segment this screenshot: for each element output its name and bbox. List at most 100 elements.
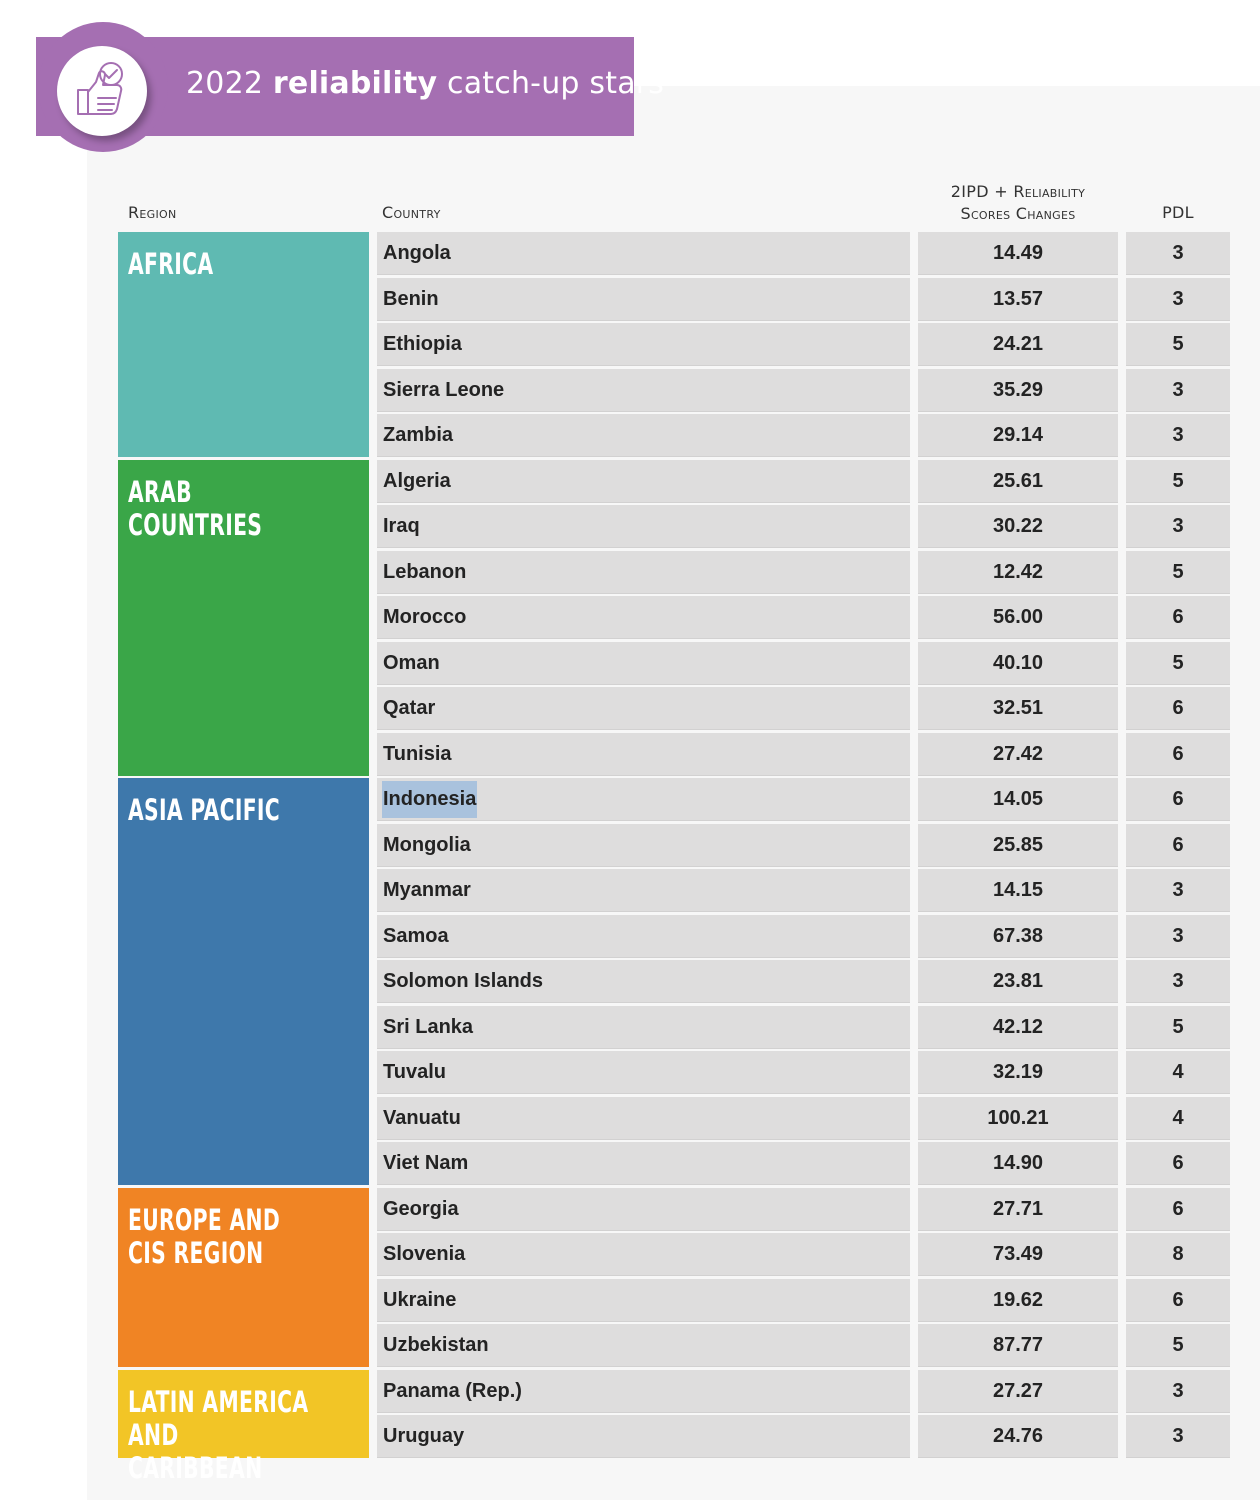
country-name: Georgia: [383, 1197, 459, 1220]
score-change-cell: 100.21: [918, 1096, 1118, 1140]
country-name: Zambia: [383, 424, 454, 446]
table-row: Myanmar 14.15 3: [0, 869, 1260, 912]
country-cell: Uruguay: [377, 1415, 910, 1458]
table-row: Angola 14.49 3: [0, 232, 1260, 275]
country-cell: Georgia: [377, 1187, 910, 1231]
country-cell: Algeria: [377, 459, 910, 503]
region-label: EUROPE AND CIS REGION: [128, 1202, 281, 1270]
pdl-cell: 6: [1126, 823, 1230, 867]
score-change-cell: 27.71: [918, 1187, 1118, 1231]
score-change-cell: 14.05: [918, 778, 1118, 821]
column-header-country: Country: [382, 203, 441, 222]
table-row: Iraq 30.22 3: [0, 505, 1260, 548]
region-label: LATIN AMERICA AND CARIBBEAN: [128, 1384, 309, 1485]
score-change-cell: 25.85: [918, 823, 1118, 867]
score-change-cell: 35.29: [918, 368, 1118, 412]
country-cell: Mongolia: [377, 823, 910, 867]
pdl-cell: 3: [1126, 1415, 1230, 1458]
score-change-cell: 23.81: [918, 960, 1118, 1003]
column-header-region: Region: [128, 203, 177, 222]
pdl-cell: 6: [1126, 1187, 1230, 1231]
country-cell: Ethiopia: [377, 323, 910, 366]
table-row: Uruguay 24.76 3: [0, 1415, 1260, 1458]
region-label: AFRICA: [128, 247, 214, 281]
pdl-cell: 5: [1126, 323, 1230, 366]
score-change-cell: 40.10: [918, 641, 1118, 685]
pdl-cell: 3: [1126, 869, 1230, 912]
score-change-cell: 67.38: [918, 914, 1118, 958]
country-name: Uzbekistan: [383, 1334, 489, 1356]
score-header-line-2: Scores Changes: [960, 204, 1076, 223]
pdl-cell: 3: [1126, 960, 1230, 1003]
country-name: Iraq: [383, 515, 420, 537]
pdl-cell: 3: [1126, 1369, 1230, 1413]
region-block: AFRICA: [118, 232, 369, 458]
table-row: Morocco 56.00 6: [0, 596, 1260, 639]
country-name: Angola: [383, 242, 451, 264]
table-row: Zambia 29.14 3: [0, 414, 1260, 457]
column-header-pdl: PDL: [1162, 203, 1194, 222]
country-cell: Sri Lanka: [377, 1005, 910, 1049]
country-name: Sierra Leone: [383, 378, 505, 401]
pdl-cell: 6: [1126, 1142, 1230, 1185]
country-cell: Panama (Rep.): [377, 1369, 910, 1413]
country-name: Lebanon: [383, 560, 467, 583]
country-cell: Tunisia: [377, 732, 910, 776]
table-row: Georgia 27.71 6: [0, 1187, 1260, 1231]
pdl-cell: 6: [1126, 778, 1230, 821]
score-change-cell: 14.49: [918, 232, 1118, 275]
country-name: Panama (Rep.): [383, 1379, 522, 1402]
pdl-cell: 6: [1126, 687, 1230, 730]
table-row: Benin 13.57 3: [0, 277, 1260, 321]
country-cell: Vanuatu: [377, 1096, 910, 1140]
table-row: Slovenia 73.49 8: [0, 1233, 1260, 1276]
pdl-cell: 5: [1126, 550, 1230, 594]
country-name: Samoa: [383, 924, 449, 947]
country-name: Morocco: [383, 606, 467, 628]
table-row: Tuvalu 32.19 4: [0, 1051, 1260, 1094]
pdl-cell: 4: [1126, 1096, 1230, 1140]
region-block: LATIN AMERICA AND CARIBBEAN: [118, 1369, 369, 1484]
score-change-cell: 24.76: [918, 1415, 1118, 1458]
pdl-cell: 4: [1126, 1051, 1230, 1094]
country-cell: Samoa: [377, 914, 910, 958]
pdl-cell: 5: [1126, 459, 1230, 503]
column-header-score-changes: 2IPD + Reliability Scores Changes: [918, 181, 1118, 225]
country-cell: Morocco: [377, 596, 910, 639]
country-cell: Tuvalu: [377, 1051, 910, 1094]
score-change-cell: 32.51: [918, 687, 1118, 730]
region-block: EUROPE AND CIS REGION: [118, 1187, 369, 1368]
table-row: Tunisia 27.42 6: [0, 732, 1260, 776]
country-cell: Slovenia: [377, 1233, 910, 1276]
country-name: Qatar: [383, 697, 436, 719]
table-row: Sri Lanka 42.12 5: [0, 1005, 1260, 1049]
table-row: Samoa 67.38 3: [0, 914, 1260, 958]
country-name: Tuvalu: [383, 1061, 446, 1083]
score-change-cell: 27.42: [918, 732, 1118, 776]
score-change-cell: 56.00: [918, 596, 1118, 639]
pdl-cell: 6: [1126, 732, 1230, 776]
score-change-cell: 19.62: [918, 1278, 1118, 1322]
country-cell: Zambia: [377, 414, 910, 457]
thumbs-up-check-icon: [77, 62, 123, 115]
table-row: Indonesia 14.05 6: [0, 778, 1260, 821]
country-name: Vanuatu: [383, 1106, 461, 1129]
score-change-cell: 42.12: [918, 1005, 1118, 1049]
region-block: ASIA PACIFIC: [118, 778, 369, 1186]
badge: [57, 46, 147, 136]
country-cell: Myanmar: [377, 869, 910, 912]
score-change-cell: 29.14: [918, 414, 1118, 457]
table-row: Ukraine 19.62 6: [0, 1278, 1260, 1322]
table-row: Viet Nam 14.90 6: [0, 1142, 1260, 1185]
pdl-cell: 3: [1126, 232, 1230, 275]
table-row: Oman 40.10 5: [0, 641, 1260, 685]
country-name: Solomon Islands: [383, 970, 544, 992]
pdl-cell: 5: [1126, 1324, 1230, 1367]
table-row: Lebanon 12.42 5: [0, 550, 1260, 594]
table-row: Solomon Islands 23.81 3: [0, 960, 1260, 1003]
table-row: Ethiopia 24.21 5: [0, 323, 1260, 366]
table-row: Vanuatu 100.21 4: [0, 1096, 1260, 1140]
score-change-cell: 13.57: [918, 277, 1118, 321]
table-row: Sierra Leone 35.29 3: [0, 368, 1260, 412]
country-cell: Qatar: [377, 687, 910, 730]
